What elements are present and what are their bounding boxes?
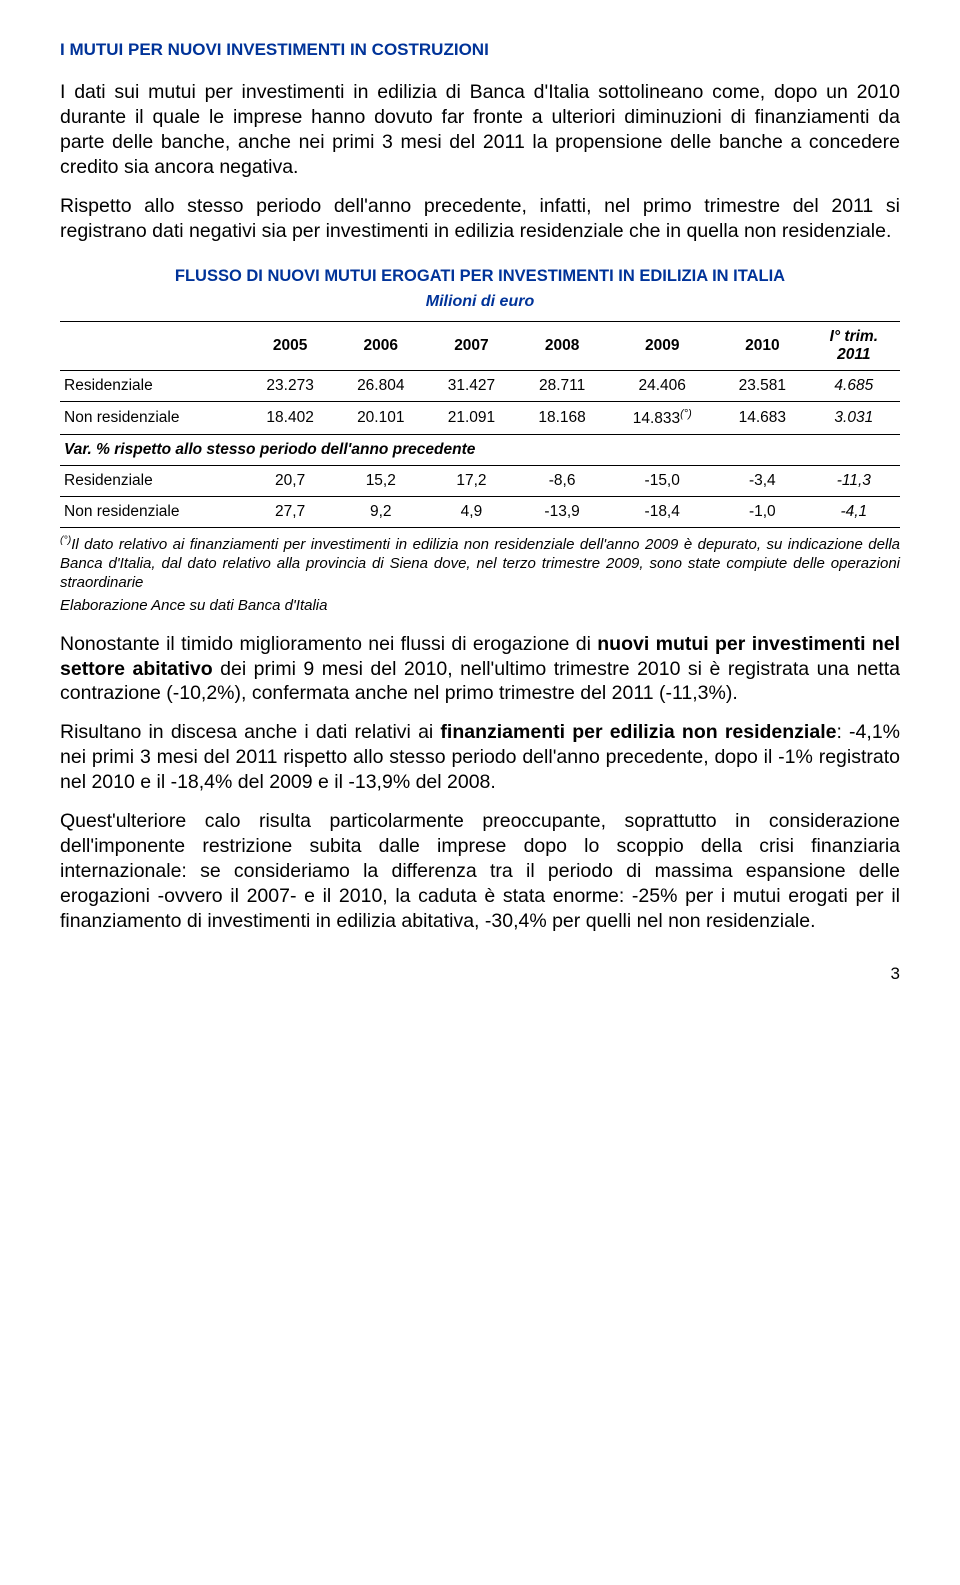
cell: 14.683 <box>717 402 808 435</box>
col-2010: 2010 <box>717 322 808 371</box>
cell: -4,1 <box>808 497 900 528</box>
col-2005: 2005 <box>245 322 336 371</box>
row-label: Residenziale <box>60 371 245 402</box>
table-footnote: (°)Il dato relativo ai finanziamenti per… <box>60 534 900 592</box>
cell: 9,2 <box>335 497 426 528</box>
cell: 4,9 <box>426 497 517 528</box>
cell: 17,2 <box>426 466 517 497</box>
row-label: Non residenziale <box>60 402 245 435</box>
paragraph-1: I dati sui mutui per investimenti in edi… <box>60 80 900 180</box>
cell: 26.804 <box>335 371 426 402</box>
cell: -18,4 <box>607 497 717 528</box>
col-2006: 2006 <box>335 322 426 371</box>
table-row: Residenziale 20,7 15,2 17,2 -8,6 -15,0 -… <box>60 466 900 497</box>
cell: -13,9 <box>517 497 608 528</box>
cell: 4.685 <box>808 371 900 402</box>
table-row: Non residenziale 27,7 9,2 4,9 -13,9 -18,… <box>60 497 900 528</box>
table-subtitle: Milioni di euro <box>60 293 900 311</box>
table-row: Non residenziale 18.402 20.101 21.091 18… <box>60 402 900 435</box>
cell: -1,0 <box>717 497 808 528</box>
cell: 14.833(°) <box>607 402 717 435</box>
row-label: Non residenziale <box>60 497 245 528</box>
mutui-table: 2005 2006 2007 2008 2009 2010 I° trim.20… <box>60 321 900 528</box>
cell: 20.101 <box>335 402 426 435</box>
cell: 18.402 <box>245 402 336 435</box>
section-heading: I MUTUI PER NUOVI INVESTIMENTI IN COSTRU… <box>60 40 900 60</box>
cell: 21.091 <box>426 402 517 435</box>
cell: -15,0 <box>607 466 717 497</box>
cell: 28.711 <box>517 371 608 402</box>
table-header-row: 2005 2006 2007 2008 2009 2010 I° trim.20… <box>60 322 900 371</box>
cell: 27,7 <box>245 497 336 528</box>
cell: 31.427 <box>426 371 517 402</box>
cell: 23.581 <box>717 371 808 402</box>
paragraph-3: Nonostante il timido miglioramento nei f… <box>60 632 900 707</box>
cell: 24.406 <box>607 371 717 402</box>
row-label: Residenziale <box>60 466 245 497</box>
table-title: FLUSSO DI NUOVI MUTUI EROGATI PER INVEST… <box>100 266 860 287</box>
cell: 18.168 <box>517 402 608 435</box>
paragraph-2: Rispetto allo stesso periodo dell'anno p… <box>60 194 900 244</box>
col-2008: 2008 <box>517 322 608 371</box>
table-row: Residenziale 23.273 26.804 31.427 28.711… <box>60 371 900 402</box>
paragraph-4: Risultano in discesa anche i dati relati… <box>60 720 900 795</box>
col-2009: 2009 <box>607 322 717 371</box>
table-section-header: Var. % rispetto allo stesso periodo dell… <box>60 435 900 466</box>
cell: 3.031 <box>808 402 900 435</box>
var-label: Var. % rispetto allo stesso periodo dell… <box>60 435 900 466</box>
col-2007: 2007 <box>426 322 517 371</box>
cell: 15,2 <box>335 466 426 497</box>
cell: 23.273 <box>245 371 336 402</box>
table-source: Elaborazione Ance su dati Banca d'Italia <box>60 597 900 614</box>
cell: -11,3 <box>808 466 900 497</box>
cell: -3,4 <box>717 466 808 497</box>
cell: -8,6 <box>517 466 608 497</box>
page-number: 3 <box>60 964 900 984</box>
paragraph-5: Quest'ulteriore calo risulta particolarm… <box>60 809 900 934</box>
col-2011: I° trim.2011 <box>808 322 900 371</box>
cell: 20,7 <box>245 466 336 497</box>
